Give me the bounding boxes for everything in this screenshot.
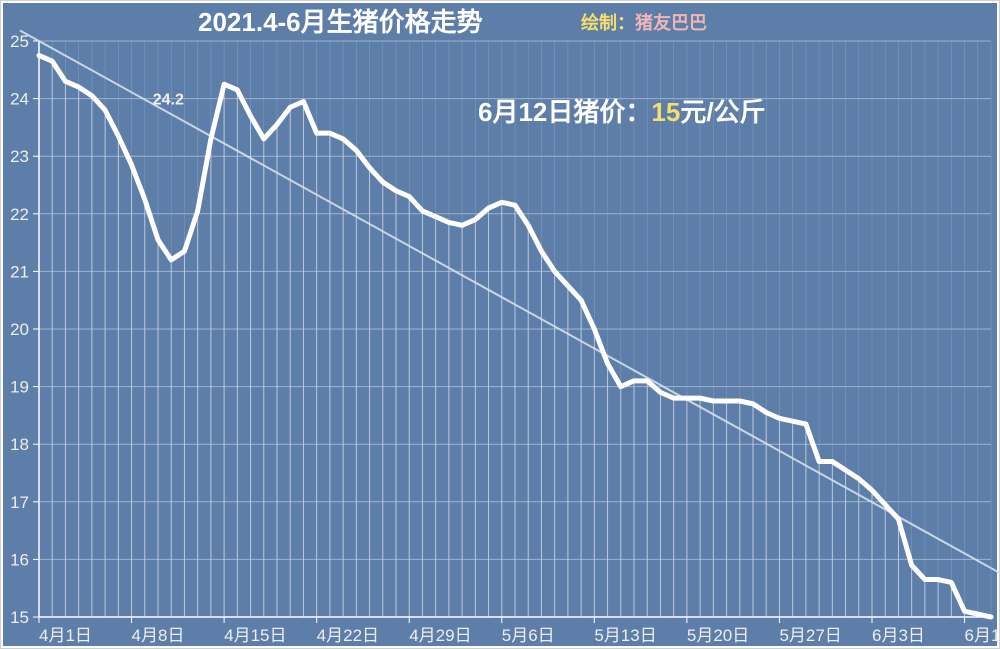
- x-tick-label: 6月3日: [872, 626, 925, 645]
- price-trend-chart: 15161718192021222324254月1日4月8日4月15日4月22日…: [1, 1, 999, 648]
- y-tick-label: 20: [10, 320, 29, 339]
- y-tick-label: 15: [10, 608, 29, 627]
- price-note: 6月12日猪价：15元/公斤: [478, 97, 766, 127]
- chart-title: 2021.4-6月生猪价格走势: [198, 7, 483, 37]
- x-tick-label: 4月8日: [132, 626, 185, 645]
- x-tick-label: 4月1日: [39, 626, 92, 645]
- y-tick-label: 18: [10, 435, 29, 454]
- y-tick-label: 16: [10, 550, 29, 569]
- x-tick-label: 4月15日: [224, 626, 286, 645]
- x-tick-label: 5月6日: [502, 626, 555, 645]
- x-tick-label: 5月27日: [779, 626, 841, 645]
- x-tick-label: 5月20日: [687, 626, 749, 645]
- trend-line-label: 24.2: [153, 91, 184, 108]
- y-tick-label: 23: [10, 147, 29, 166]
- x-tick-label: 6月10日: [965, 626, 999, 645]
- y-tick-label: 24: [10, 90, 29, 109]
- y-tick-label: 21: [10, 262, 29, 281]
- chart-credit: 绘制：猪友巴巴: [581, 12, 707, 33]
- x-tick-label: 4月29日: [409, 626, 471, 645]
- x-tick-label: 5月13日: [594, 626, 656, 645]
- y-tick-label: 22: [10, 205, 29, 224]
- x-tick-label: 4月22日: [317, 626, 379, 645]
- y-tick-label: 19: [10, 378, 29, 397]
- y-tick-label: 17: [10, 493, 29, 512]
